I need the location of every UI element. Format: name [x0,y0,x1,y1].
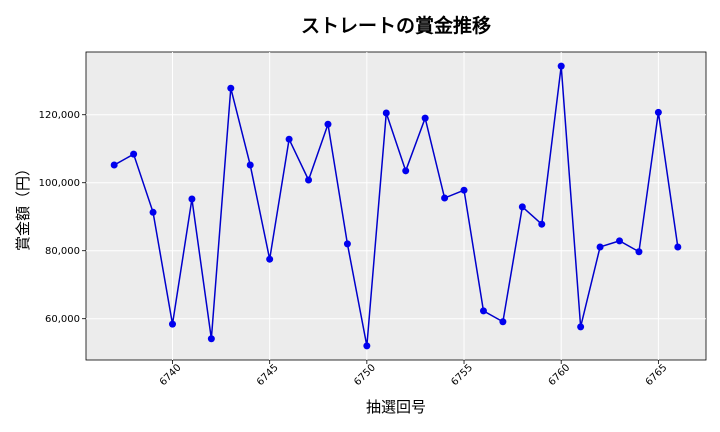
x-tick-label: 6760 [547,362,573,388]
data-point [616,237,624,245]
grid [86,52,706,360]
data-point [363,342,371,350]
data-point [499,318,507,326]
data-point [343,240,351,248]
y-tick-label: 100,000 [39,178,80,189]
x-tick-label: 6750 [352,362,378,388]
data-point [674,243,682,251]
data-point [421,114,429,122]
x-tick-label: 6755 [449,362,475,388]
x-axis-label: 抽選回号 [366,398,426,416]
data-point [207,335,215,343]
data-point [538,220,546,228]
data-point [596,243,604,251]
data-point [402,167,410,175]
data-point [168,320,176,328]
data-point [149,208,157,216]
data-point [518,203,526,211]
y-axis-label: 賞金額（円） [14,161,32,251]
data-point [227,84,235,92]
x-tick-label: 6745 [255,362,281,388]
data-point [382,109,390,117]
data-point [305,176,313,184]
data-point [324,120,332,128]
plot-area [85,51,707,361]
data-point [266,255,274,263]
data-point [285,135,293,143]
data-point [654,108,662,116]
data-point [110,161,118,169]
data-point [577,323,585,331]
data-point [246,161,254,169]
series-layer [110,62,682,350]
data-point [460,186,468,194]
data-point [479,307,487,315]
y-tick-label: 60,000 [45,314,80,325]
data-point [557,62,565,70]
data-point [441,194,449,202]
x-tick-label: 6740 [158,362,184,388]
data-point [635,248,643,256]
chart-title: ストレートの賞金推移 [301,14,491,37]
series-line [113,66,679,347]
data-point [130,150,138,158]
x-tick-label: 6765 [644,362,670,388]
data-point [188,195,196,203]
y-tick-label: 80,000 [45,246,80,257]
y-tick-label: 120,000 [39,110,80,121]
